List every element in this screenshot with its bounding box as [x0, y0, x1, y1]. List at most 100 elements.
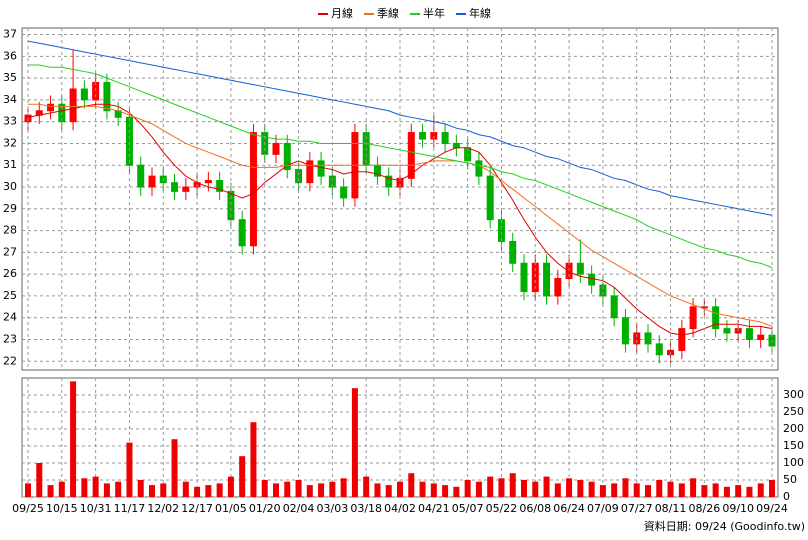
volume-bar — [442, 485, 449, 497]
x-tick-label: 02/04 — [283, 502, 315, 515]
x-tick-label: 10/15 — [46, 502, 78, 515]
candle-body — [204, 179, 212, 184]
x-tick-label: 12/17 — [181, 502, 213, 515]
volume-bar — [712, 483, 719, 497]
legend-label: 半年 — [423, 6, 445, 20]
volume-frame — [21, 377, 779, 498]
ma-line — [27, 40, 773, 216]
volume-bar — [374, 483, 381, 497]
candle-body — [137, 164, 145, 188]
volume-bar — [36, 463, 43, 497]
x-tick-label: 09/25 — [12, 502, 44, 515]
candle-body — [69, 88, 77, 123]
candle-body — [216, 179, 224, 192]
candle-body — [148, 175, 156, 188]
x-tick-label: 07/27 — [621, 502, 653, 515]
candle-body — [283, 142, 291, 171]
legend-label: 月線 — [331, 6, 353, 20]
candle-body — [306, 160, 314, 184]
volume-bar — [475, 481, 482, 497]
volume-bar — [566, 478, 573, 497]
volume-bar — [397, 481, 403, 497]
candle-body — [238, 219, 246, 247]
candle-body — [475, 160, 483, 177]
volume-bar — [25, 483, 31, 497]
candle-body — [757, 334, 765, 341]
candle-body — [385, 175, 393, 188]
candle-body — [554, 278, 562, 297]
ma-line — [28, 103, 773, 327]
candle-body — [576, 262, 584, 275]
volume-bar — [532, 481, 539, 497]
candle-body — [419, 132, 427, 140]
candle-body — [272, 142, 280, 155]
candle-body — [328, 175, 336, 188]
volume-bar — [160, 483, 167, 497]
candle-body — [520, 262, 528, 293]
candle-body — [486, 175, 494, 221]
y-tick-label: 0 — [783, 490, 790, 503]
volume-bar — [509, 473, 516, 497]
volume-bar — [408, 473, 415, 497]
volume-bar — [329, 481, 336, 497]
candle-body — [723, 328, 731, 334]
candle-body — [407, 132, 415, 179]
candle-body — [103, 81, 111, 112]
volume-bar — [577, 480, 584, 497]
volume-bar — [701, 485, 708, 497]
x-tick-label: 06/08 — [519, 502, 551, 515]
volume-bar — [216, 483, 223, 497]
volume-bar — [182, 481, 189, 497]
y-tick-label: 100 — [783, 456, 804, 469]
x-tick-label: 09/10 — [722, 502, 754, 515]
y-tick-label: 30 — [3, 180, 17, 193]
x-tick-label: 07/09 — [587, 502, 619, 515]
volume-bar — [735, 485, 742, 497]
volume-bar — [58, 481, 65, 497]
y-tick-label: 33 — [3, 115, 17, 128]
volume-bar — [430, 483, 437, 497]
y-tick-label: 25 — [3, 289, 17, 302]
candle-body — [599, 284, 607, 297]
footnote: 資料日期: 09/24 (Goodinfo.tw) — [644, 519, 805, 533]
candle-body — [125, 116, 133, 166]
candle-body — [745, 328, 753, 341]
y-tick-label: 36 — [3, 49, 17, 62]
volume-bar — [306, 485, 313, 497]
candle-body — [678, 328, 686, 351]
x-tick-label: 08/11 — [655, 502, 687, 515]
volume-bar — [363, 476, 370, 497]
volume-bar — [453, 486, 460, 497]
volume-bar — [261, 480, 268, 497]
volume-bar — [622, 478, 629, 497]
x-tick-label: 10/31 — [80, 502, 112, 515]
y-tick-label: 37 — [3, 28, 17, 41]
candle-body — [92, 81, 100, 101]
candle-body — [317, 160, 325, 177]
volume-bar — [419, 481, 426, 497]
volume-bar — [340, 478, 347, 497]
volume-bar — [464, 480, 471, 497]
volume-bar — [47, 485, 54, 497]
volume-bar — [757, 483, 764, 497]
y-tick-label: 35 — [3, 71, 17, 84]
candle-body — [712, 306, 720, 330]
y-tick-label: 23 — [3, 333, 17, 346]
volume-bar — [690, 478, 697, 497]
volume-bar — [250, 422, 257, 497]
volume-bar — [273, 483, 279, 497]
candle-body — [644, 332, 652, 345]
x-tick-label: 04/21 — [418, 502, 450, 515]
volume-bar — [633, 483, 640, 497]
y-tick-label: 31 — [3, 158, 17, 171]
volume-bar — [678, 483, 685, 497]
volume-bar — [137, 480, 144, 497]
volume-bar — [554, 483, 561, 497]
y-tick-label: 34 — [3, 93, 17, 106]
x-tick-label: 08/26 — [689, 502, 721, 515]
volume-bar — [171, 439, 178, 497]
volume-bar — [611, 483, 618, 497]
volume-bar — [498, 478, 505, 497]
